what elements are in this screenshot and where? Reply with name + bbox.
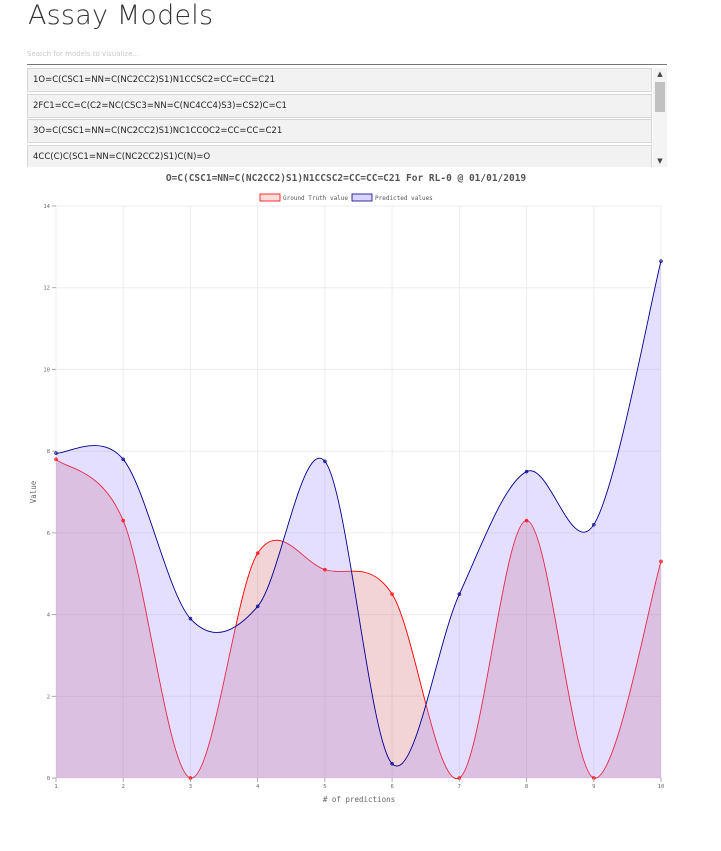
data-point-1	[591, 522, 596, 527]
x-tick-label: 3	[189, 784, 192, 790]
y-axis-label: Value	[29, 480, 38, 503]
data-point-0	[54, 457, 58, 462]
x-tick-label: 6	[390, 784, 393, 790]
series-area-0	[56, 459, 661, 779]
series-area-1	[56, 261, 661, 779]
y-tick-label: 10	[43, 367, 50, 373]
y-tick-label: 14	[43, 204, 50, 210]
legend-swatch-predicted	[351, 193, 373, 202]
x-tick-label: 1	[54, 784, 57, 790]
points-layer	[54, 259, 663, 780]
data-point-0	[524, 518, 529, 523]
y-tick-label: 4	[47, 613, 51, 619]
data-point-0	[121, 518, 126, 523]
list-item-model-2[interactable]: 2FC1=CC=C(C2=NC(CSC3=NN=C(NC4CC4)S3)=CS2…	[27, 93, 652, 118]
x-tick-label: 10	[658, 784, 665, 790]
x-tick-label: 9	[592, 784, 595, 790]
data-point-1	[390, 761, 394, 766]
legend-swatch-ground-truth	[259, 193, 281, 202]
data-point-0	[323, 567, 327, 572]
data-point-0	[255, 551, 260, 556]
legend-label-ground-truth: Ground Truth value	[283, 195, 348, 202]
data-point-1	[659, 259, 663, 264]
data-point-1	[524, 469, 529, 474]
scroll-down-icon[interactable]: ▼	[657, 157, 663, 165]
y-axis-ticks: 0 2 4 6 8 10 12 14	[43, 204, 56, 782]
series-line-1	[55, 261, 662, 767]
model-list: 1O=C(CSC1=NN=C(NC2CC2)S1)N1CCSC2=CC=CC=C…	[27, 68, 667, 167]
x-tick-label: 2	[122, 784, 125, 790]
scroll-thumb[interactable]	[655, 82, 665, 112]
list-item-model-3[interactable]: 3O=C(CSC1=NN=C(NC2CC2)S1)NC1CCOC2=CC=CC=…	[27, 119, 652, 143]
data-point-0	[390, 592, 394, 596]
series-layer	[55, 261, 662, 779]
page-title: Assay Models	[28, 0, 214, 31]
data-point-1	[323, 459, 327, 464]
data-point-1	[54, 451, 58, 456]
legend-label-predicted: Predicted values	[375, 195, 433, 202]
data-point-1	[255, 604, 260, 609]
y-tick-label: 12	[43, 286, 50, 292]
x-tick-label: 8	[525, 784, 528, 790]
legend: Ground Truth value Predicted values	[259, 193, 433, 202]
y-tick-label: 6	[47, 531, 50, 537]
x-tick-label: 4	[256, 784, 260, 790]
list-item-model-4[interactable]: 4CC(C)C(SC1=NN=C(NC2CC2)S1)C(N)=O	[27, 144, 652, 167]
y-tick-label: 0	[47, 776, 50, 782]
search-input[interactable]	[27, 44, 667, 65]
data-point-1	[121, 457, 126, 462]
chart-container: O=C(CSC1=NN=C(NC2CC2)S1)N1CCSC2=CC=CC=C2…	[0, 168, 721, 818]
data-point-0	[659, 559, 663, 564]
x-axis-label: # of predictions	[323, 795, 395, 804]
y-tick-label: 2	[47, 694, 50, 700]
x-axis-ticks: 1 2 3 4 5 6 7 8 9 10	[54, 778, 664, 790]
scroll-up-icon[interactable]: ▲	[657, 70, 663, 78]
chart-title: O=C(CSC1=NN=C(NC2CC2)S1)N1CCSC2=CC=CC=C2…	[166, 173, 527, 184]
list-item-model-1[interactable]: 1O=C(CSC1=NN=C(NC2CC2)S1)N1CCSC2=CC=CC=C…	[27, 68, 652, 92]
x-tick-label: 5	[323, 784, 326, 790]
data-point-1	[457, 592, 462, 596]
prediction-chart: O=C(CSC1=NN=C(NC2CC2)S1)N1CCSC2=CC=CC=C2…	[29, 173, 664, 804]
y-tick-label: 8	[47, 449, 50, 455]
x-tick-label: 7	[458, 784, 461, 790]
list-scrollbar[interactable]: ▲ ▼	[653, 68, 667, 167]
data-point-1	[188, 616, 193, 621]
